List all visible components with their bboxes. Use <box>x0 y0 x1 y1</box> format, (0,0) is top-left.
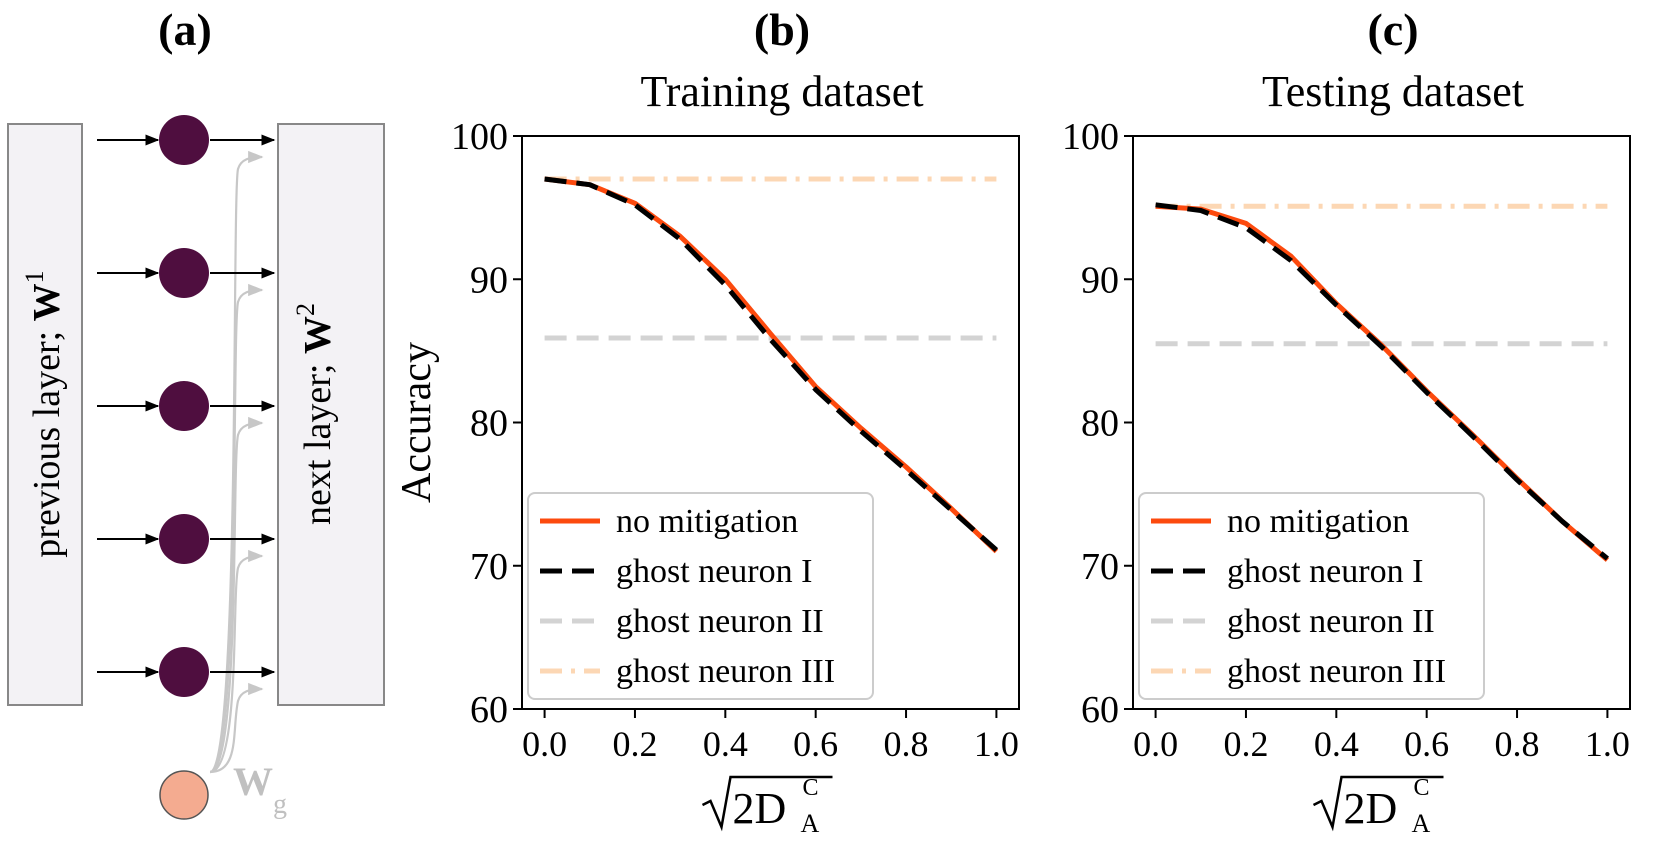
x-tick-label: 0.4 <box>703 724 748 764</box>
legend-entry: ghost neuron II <box>1227 603 1435 640</box>
series-line-ghost-neuron-i <box>544 176 999 552</box>
chart-testing: (c) Testing dataset 0.0 0.2 0.4 0.6 0.8 1.0 60 70… <box>1062 4 1631 838</box>
neurons <box>97 115 276 697</box>
x-tick-label: 0.6 <box>1404 724 1449 764</box>
legend-entry: no mitigation <box>616 503 798 540</box>
x-axis-label-sup: C <box>803 775 819 801</box>
x-axis-label: 2D AC <box>701 775 833 838</box>
x-tick-label: 0.0 <box>1133 724 1178 764</box>
ghost-arrow <box>209 549 264 774</box>
neuron <box>159 248 209 298</box>
chart-training: (b) Training dataset 0.0 0.2 0.4 0.6 0.8 1.0 60 7… <box>394 4 1020 838</box>
series-group <box>544 176 999 554</box>
ghost-arrow <box>209 283 264 774</box>
x-tick-label: 0.4 <box>1314 724 1359 764</box>
y-tick-label: 100 <box>1062 116 1119 158</box>
neuron <box>159 115 209 165</box>
y-tick-label: 70 <box>470 546 508 588</box>
next-layer-weight: W <box>297 316 339 354</box>
ghost-weight-sub: g <box>273 789 287 820</box>
next-layer-weight-sup: 2 <box>291 303 320 316</box>
panel-label: (c) <box>1367 4 1418 55</box>
legend: no mitigation ghost neuron I ghost neuron … <box>1138 492 1485 700</box>
y-tick-label: 60 <box>1081 689 1119 731</box>
x-tick-label: 0.6 <box>793 724 838 764</box>
y-tick-label: 90 <box>1081 259 1119 301</box>
previous-layer-weight-sup: 1 <box>20 270 49 283</box>
neuron <box>159 514 209 564</box>
x-tick-label: 0.0 <box>522 724 567 764</box>
legend-box <box>527 492 874 700</box>
ghost-weight: W <box>233 759 273 804</box>
x-axis-label-sqrt: 2D <box>1344 784 1398 833</box>
neuron <box>159 381 209 431</box>
panel-a-network-diagram: (a) previous layer; W1 next layer; W2 Wg <box>7 4 385 820</box>
previous-layer-text: previous layer; <box>26 321 68 557</box>
y-tick-label: 100 <box>451 116 508 158</box>
x-tick-label: 0.8 <box>1495 724 1540 764</box>
x-axis-label-sup: C <box>1414 775 1430 801</box>
x-tick-label: 0.2 <box>612 724 657 764</box>
ghost-neuron <box>159 770 209 820</box>
x-tick-label: 0.2 <box>1223 724 1268 764</box>
chart-title: Testing dataset <box>1262 67 1524 116</box>
x-tick-label: 1.0 <box>1585 724 1630 764</box>
panel-a-label: (a) <box>158 4 212 55</box>
y-tick-label: 60 <box>470 689 508 731</box>
ghost-weight-label: Wg <box>233 759 287 820</box>
series-line-ghost-neuron-i <box>1155 202 1609 561</box>
legend-entry: ghost neuron III <box>1227 653 1446 690</box>
legend-entry: ghost neuron I <box>1227 553 1423 590</box>
previous-layer-box <box>7 123 83 706</box>
x-axis-label: 2D AC <box>1312 775 1444 838</box>
legend-entry: ghost neuron III <box>616 653 835 690</box>
neuron <box>159 647 209 697</box>
ghost-arrow <box>209 416 264 774</box>
next-layer-label: next layer; W2 <box>291 303 339 525</box>
series-group <box>1155 202 1610 562</box>
legend: no mitigation ghost neuron I ghost neuron … <box>527 492 874 700</box>
x-axis-label-sub: A <box>801 809 820 838</box>
x-axis-label-sub: A <box>1412 809 1431 838</box>
next-layer-box <box>277 123 385 706</box>
y-tick-label: 70 <box>1081 546 1119 588</box>
ghost-arrow <box>209 150 264 774</box>
panel-label: (b) <box>754 4 810 55</box>
sqrt-symbol <box>701 775 833 832</box>
y-tick-label: 80 <box>1081 403 1119 445</box>
ghost-arrow <box>209 682 264 774</box>
y-tick-label: 80 <box>470 403 508 445</box>
x-tick-label: 1.0 <box>974 724 1019 764</box>
sqrt-symbol <box>1312 775 1444 832</box>
x-axis-label-main: 2D <box>733 784 787 833</box>
ghost-arrows <box>209 150 264 774</box>
x-axis-label-main: 2D <box>1344 784 1398 833</box>
legend-entry: ghost neuron I <box>616 553 812 590</box>
legend-entry: no mitigation <box>1227 503 1409 540</box>
previous-layer-label: previous layer; W1 <box>20 270 68 557</box>
x-tick-label: 0.8 <box>884 724 929 764</box>
y-tick-label: 90 <box>470 259 508 301</box>
legend-entry: ghost neuron II <box>616 603 824 640</box>
previous-layer-weight: W <box>26 283 68 321</box>
y-axis-label: Accuracy <box>394 342 440 503</box>
legend-box <box>1138 492 1485 700</box>
next-layer-text: next layer; <box>297 354 339 525</box>
x-axis-label-sqrt: 2D <box>733 784 787 833</box>
chart-title: Training dataset <box>640 67 923 116</box>
